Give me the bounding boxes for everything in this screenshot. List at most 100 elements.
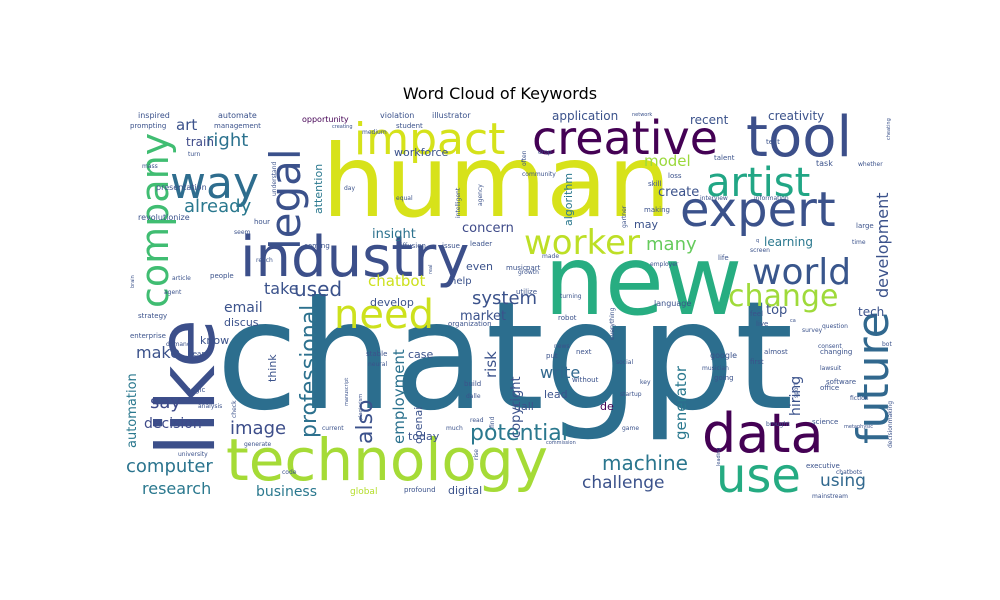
word-may: may bbox=[634, 218, 658, 231]
word-creativity: creativity bbox=[768, 109, 824, 123]
word-team: team bbox=[190, 350, 208, 358]
word-dalle: dalle bbox=[466, 393, 481, 400]
word-skill: skill bbox=[648, 180, 662, 188]
word-discus: discus bbox=[224, 316, 259, 329]
word-coming: coming bbox=[304, 242, 330, 250]
word-lawsuit: lawsuit bbox=[820, 365, 842, 372]
word-robot: robot bbox=[558, 314, 577, 322]
word-risk: risk bbox=[482, 351, 500, 378]
word-people: people bbox=[210, 272, 234, 280]
word-game: game bbox=[622, 425, 639, 432]
word-understand: understand bbox=[271, 161, 278, 196]
word-everything: everything bbox=[609, 307, 616, 340]
word-university: university bbox=[178, 451, 208, 458]
word-automation: automation bbox=[126, 373, 140, 448]
word-business: business bbox=[256, 484, 317, 498]
word-data: data bbox=[702, 402, 824, 465]
word-used: used bbox=[294, 277, 342, 301]
word-student: student bbox=[396, 122, 423, 130]
word-even: even bbox=[466, 260, 493, 273]
word-many: many bbox=[646, 234, 697, 255]
word-copyright: copyright bbox=[509, 376, 524, 438]
word-application: application bbox=[552, 109, 618, 123]
word-much: much bbox=[446, 425, 463, 432]
word-dall: dall bbox=[514, 400, 534, 413]
word-creating: creating bbox=[332, 124, 353, 130]
word-information: information bbox=[754, 195, 789, 202]
word-employment: employment bbox=[390, 349, 408, 444]
word-code: code bbox=[282, 469, 297, 476]
word-metaphysic: metaphysic bbox=[844, 424, 873, 430]
word-language: language bbox=[654, 299, 691, 308]
word-mass: mass bbox=[142, 163, 158, 170]
word-brought: brought bbox=[766, 421, 790, 428]
word-chatgpt: chatgpt bbox=[216, 270, 794, 444]
word-system: system bbox=[472, 288, 537, 309]
word-rise: rise bbox=[473, 449, 480, 460]
word-learning: learning bbox=[764, 235, 813, 249]
word-almost: almost bbox=[764, 348, 788, 356]
word-agency: agency bbox=[477, 184, 484, 206]
word-art: art bbox=[176, 116, 197, 134]
word-already: already bbox=[184, 196, 252, 217]
word-presentation: presentation bbox=[156, 183, 207, 192]
word-reach: reach bbox=[256, 257, 273, 264]
word-seem: seem bbox=[234, 229, 251, 236]
word-agent: agent bbox=[164, 289, 182, 296]
word-prompting: prompting bbox=[130, 122, 166, 130]
word-create: create bbox=[658, 185, 699, 200]
word-gartner: gartner bbox=[621, 205, 628, 228]
word-changing: changing bbox=[820, 348, 852, 356]
word-human: human bbox=[322, 123, 671, 240]
word-equal: equal bbox=[396, 195, 413, 202]
word-plagiarism: plagiarism bbox=[358, 394, 364, 420]
word-office: office bbox=[820, 384, 839, 392]
word-commission: commission bbox=[546, 440, 576, 446]
word-software: software bbox=[826, 378, 856, 386]
word-build: build bbox=[464, 380, 481, 388]
word-decision: decision bbox=[144, 416, 202, 432]
word-chatbots: chatbots bbox=[836, 469, 862, 476]
word-generate: generate bbox=[244, 441, 271, 448]
word-intelligent: intelligent bbox=[455, 187, 462, 218]
word-illustrator: illustrator bbox=[432, 111, 471, 120]
word-task: task bbox=[816, 159, 833, 168]
word-model: model bbox=[644, 152, 691, 170]
word-potential: potential bbox=[470, 421, 568, 446]
word-drop: drop bbox=[538, 149, 552, 156]
word-hiring: hiring bbox=[788, 376, 804, 416]
word-using: using bbox=[820, 471, 866, 491]
word-strategy: strategy bbox=[138, 312, 167, 320]
word-find: find bbox=[489, 416, 496, 428]
word-science: science bbox=[812, 418, 838, 426]
word-music: music bbox=[506, 264, 527, 272]
word-artist: artist bbox=[706, 160, 810, 206]
word-technology: technology bbox=[226, 426, 548, 494]
word-insight: insight bbox=[372, 227, 416, 242]
word-digital: digital bbox=[448, 484, 482, 497]
word-analysis: analysis bbox=[198, 403, 222, 410]
word-challenge: challenge bbox=[582, 473, 664, 493]
word-think: think bbox=[266, 354, 279, 382]
word-take: take bbox=[264, 279, 299, 298]
word-enterprise: enterprise bbox=[130, 332, 166, 340]
word-community: community bbox=[522, 171, 556, 178]
word-medium: medium bbox=[362, 129, 387, 136]
word-world: world bbox=[752, 252, 851, 293]
word-expert: expert bbox=[680, 182, 836, 238]
word-executive: executive bbox=[806, 462, 840, 470]
word-like: like bbox=[140, 319, 233, 456]
word-computer: computer bbox=[126, 456, 213, 477]
word-day: day bbox=[344, 185, 355, 192]
word-mainstream: mainstream bbox=[812, 493, 848, 498]
word-say: say bbox=[150, 392, 181, 413]
word-company: company bbox=[133, 133, 177, 308]
word-lead: lead bbox=[544, 388, 568, 401]
word-algorithm: algorithm bbox=[562, 173, 575, 226]
word-manuscript: manuscript bbox=[344, 378, 350, 406]
word-magic: magic bbox=[184, 386, 205, 394]
word-sport: sport bbox=[793, 382, 800, 398]
word-made: made bbox=[542, 253, 559, 260]
word-going: going bbox=[714, 374, 734, 382]
word-tool: tool bbox=[746, 108, 852, 170]
